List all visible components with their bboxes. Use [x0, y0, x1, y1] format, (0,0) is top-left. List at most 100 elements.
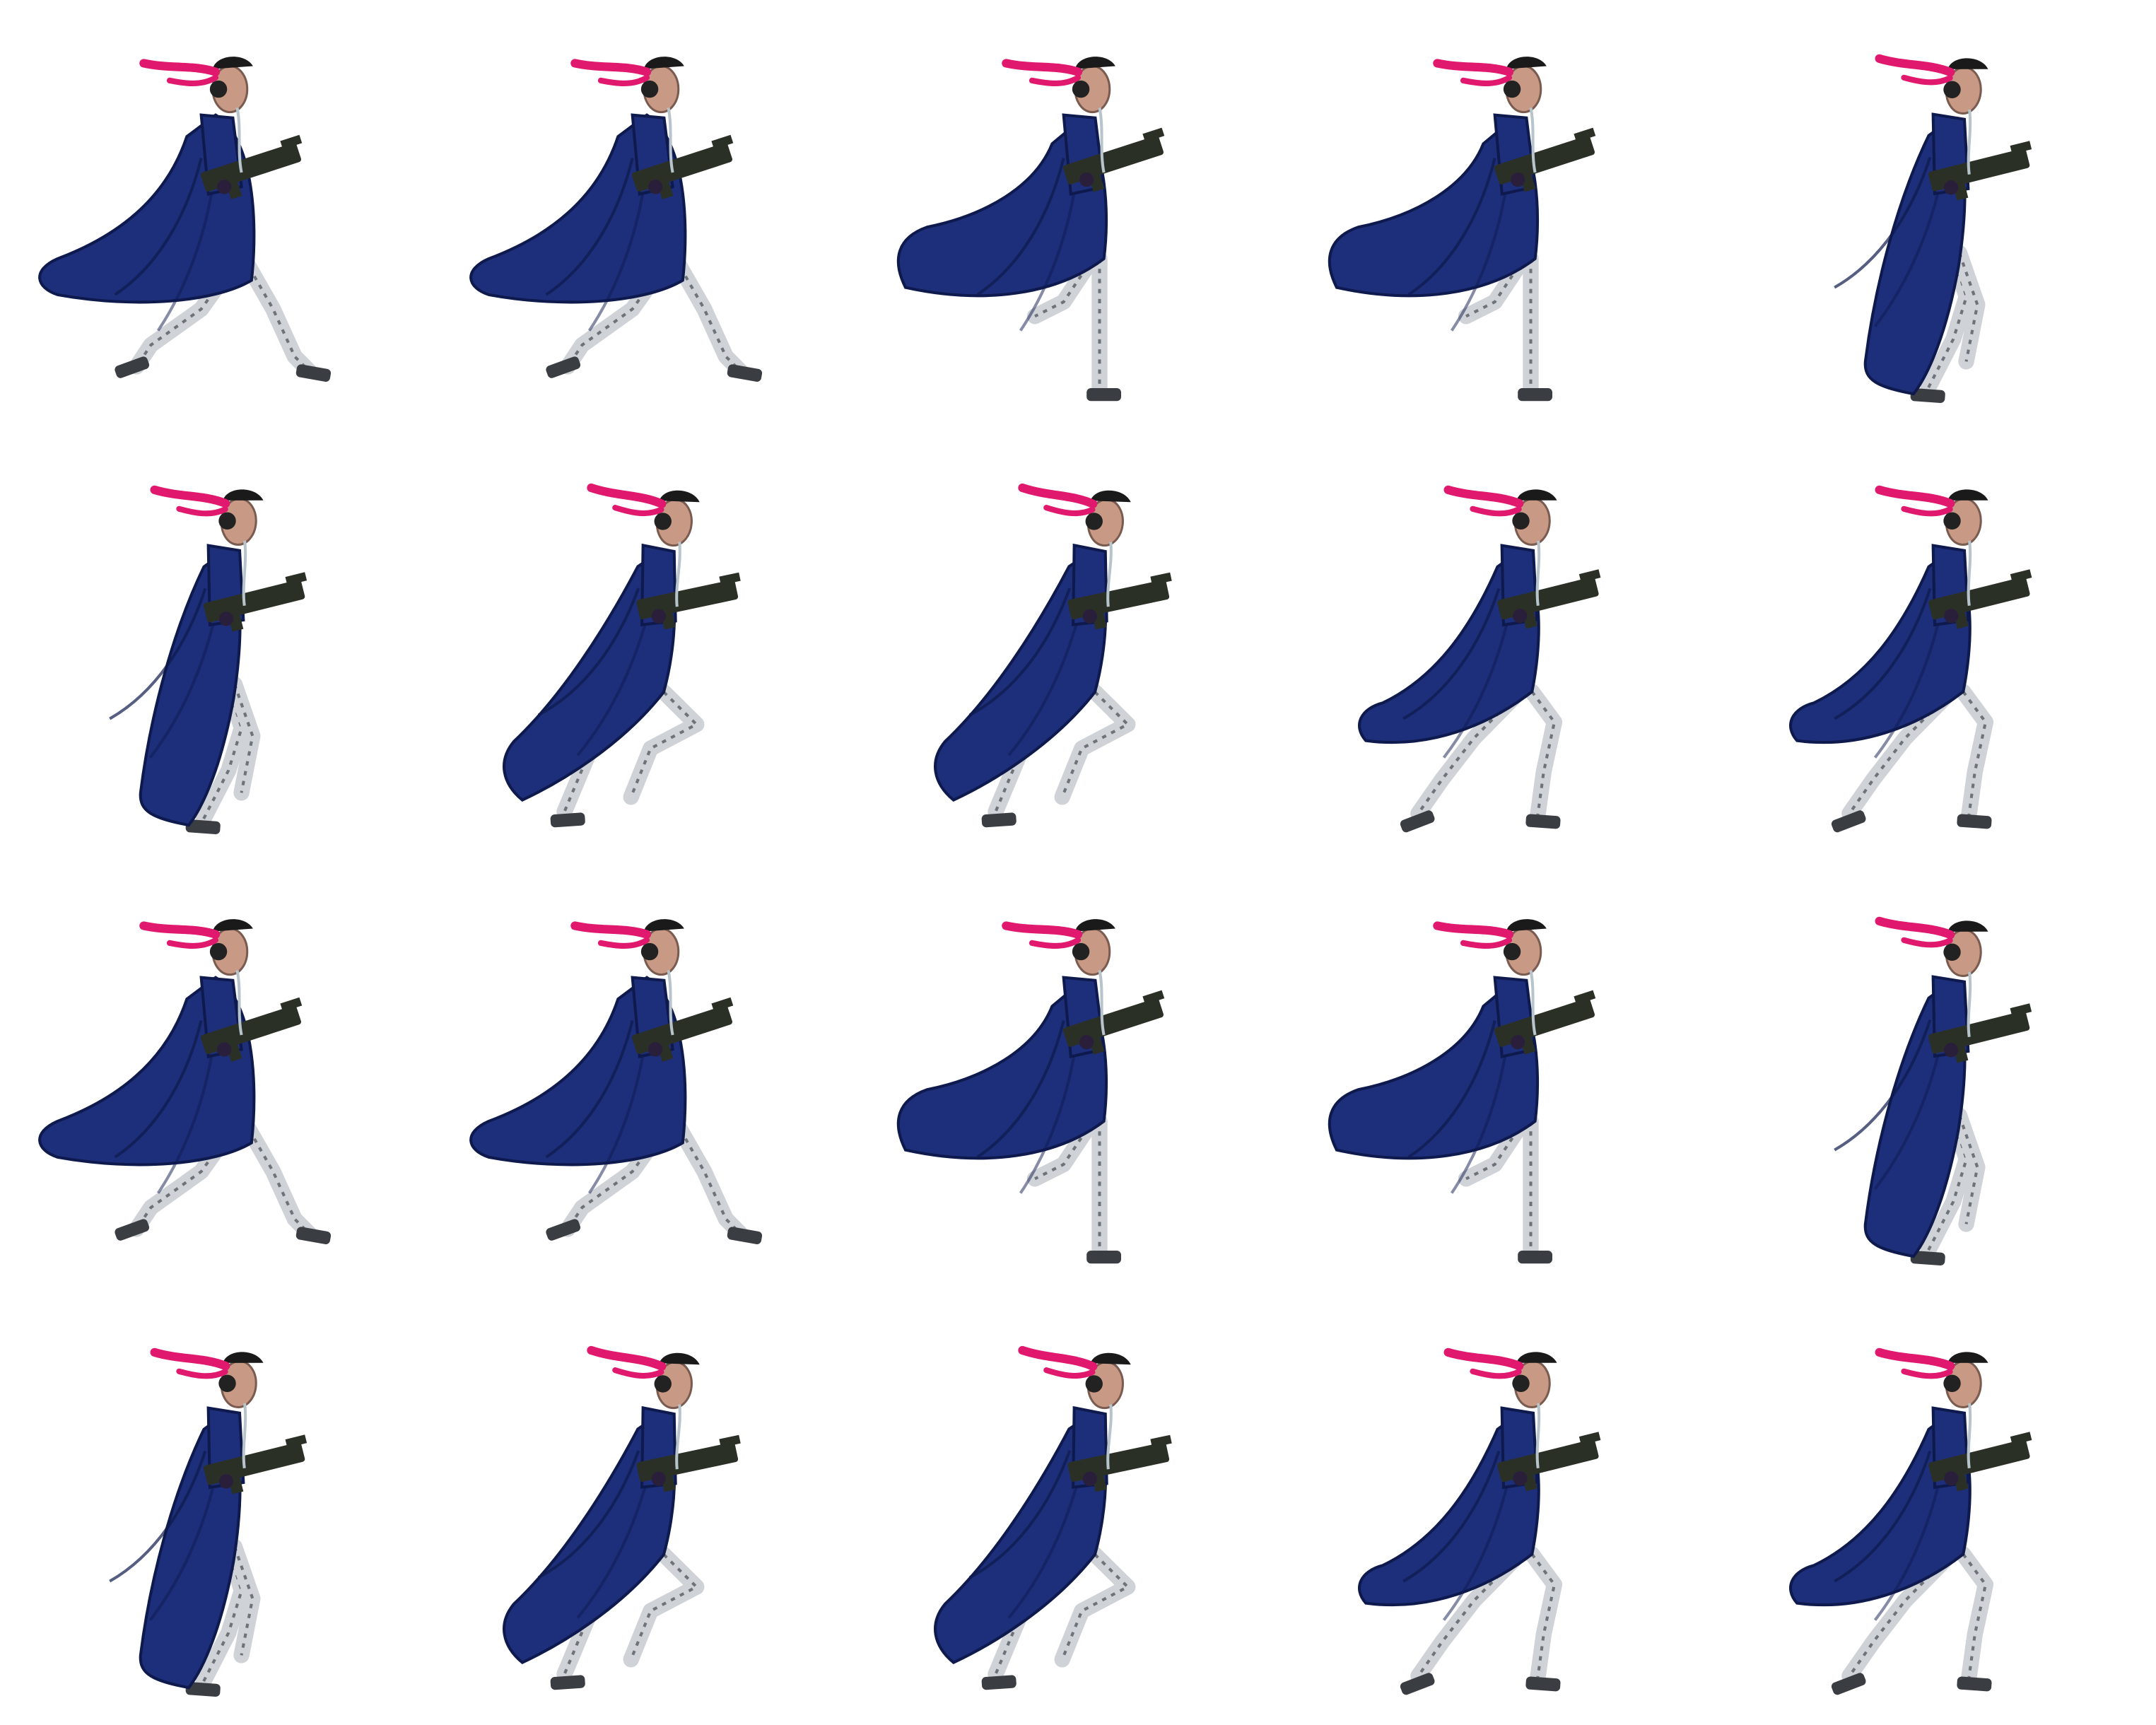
breathing-tube: [1098, 970, 1106, 1036]
sprite-frame: [1294, 1294, 1725, 1725]
sprite-frame: [862, 431, 1294, 862]
coat-fold: [109, 1450, 207, 1583]
coat-fold: [976, 158, 1065, 296]
sprite-frame: [862, 862, 1294, 1294]
rifle-body: [1497, 576, 1599, 620]
runner-figure: [896, 919, 1165, 1264]
runner-figure: [38, 919, 332, 1244]
pink-braid-strand: [1043, 505, 1096, 517]
glove: [1511, 172, 1525, 187]
headphone: [654, 513, 672, 530]
coat-fold: [1834, 1019, 1932, 1152]
sprite-frame: [0, 431, 431, 862]
pink-braid-strand: [612, 1367, 664, 1379]
pink-braid: [587, 1345, 667, 1371]
coat-fold: [968, 587, 1072, 717]
headphone: [1943, 1374, 1961, 1392]
sprite-frame: [1725, 431, 2156, 862]
rifle-sight: [719, 1434, 741, 1448]
beret: [223, 489, 264, 501]
rifle-body: [1062, 998, 1164, 1047]
breathing-tube: [1529, 970, 1537, 1036]
headphone: [640, 80, 659, 98]
glove: [1513, 1471, 1528, 1486]
boot-front: [1525, 1676, 1561, 1692]
robot-leg-back-joints: [1465, 1120, 1525, 1181]
coat-fold: [1402, 587, 1501, 720]
runner-sprite: [1358, 1347, 1601, 1695]
robot-leg-front-joints: [1530, 691, 1557, 815]
pink-braid: [1443, 485, 1524, 508]
rifle: [631, 134, 734, 199]
coat-fold: [537, 587, 640, 717]
glove: [648, 180, 663, 194]
runner-sprite: [1328, 57, 1596, 402]
boot-back: [1831, 810, 1866, 833]
robot-leg-front-joints: [233, 684, 254, 793]
pink-braid-strand: [176, 505, 228, 517]
rifle: [636, 1434, 741, 1492]
rifle-body: [1494, 135, 1595, 185]
pink-braid: [150, 485, 230, 508]
runner-sprite: [38, 919, 332, 1244]
rifle-body: [636, 580, 739, 620]
boot-back: [115, 1219, 150, 1241]
glove: [651, 609, 666, 624]
robot-leg-front-joints: [242, 257, 310, 373]
rifle-sight: [1578, 1432, 1601, 1445]
rifle-sight: [1574, 127, 1596, 142]
beret: [212, 57, 253, 69]
boot-front: [727, 364, 763, 382]
rifle-body: [631, 143, 732, 192]
runner-sprite: [934, 483, 1172, 828]
headphone: [654, 1375, 672, 1393]
rifle-sight: [1574, 990, 1596, 1005]
headphone: [1503, 80, 1521, 98]
boot-front: [1957, 814, 1992, 829]
breathing-tube: [235, 970, 243, 1036]
breathing-tube: [242, 1403, 247, 1468]
runner-sprite: [1789, 1347, 2032, 1695]
robot-leg-front-joints: [1962, 691, 1988, 815]
coat-fold: [114, 1020, 203, 1159]
glove: [1079, 172, 1094, 187]
coat-fold: [545, 1020, 634, 1159]
boot-front: [295, 364, 332, 382]
beret: [223, 1352, 264, 1363]
runner-figure: [1789, 485, 2032, 833]
runner-sprite: [934, 1345, 1172, 1690]
beret: [1947, 58, 1988, 69]
coat-fold: [1407, 158, 1496, 296]
boot-back: [1910, 388, 1945, 403]
headphone: [218, 1374, 236, 1392]
pink-braid-strand: [612, 505, 664, 517]
boot-back: [550, 812, 585, 828]
beret: [1516, 489, 1557, 501]
pink-braid-strand: [1901, 1368, 1953, 1379]
pink-braid: [1875, 485, 1955, 508]
runner-figure: [1328, 919, 1596, 1264]
coat-fold: [1834, 1450, 1932, 1583]
blue-coat: [503, 551, 676, 802]
beret: [1506, 57, 1547, 69]
runner-figure: [934, 1345, 1172, 1690]
rifle-body: [203, 579, 305, 623]
boot-back: [1831, 1673, 1866, 1695]
pink-braid: [587, 483, 667, 508]
runner-sprite: [469, 57, 763, 382]
robot-leg-back-joints: [1465, 257, 1525, 318]
headphone: [1512, 512, 1530, 530]
runner-figure: [1358, 485, 1601, 833]
robot-leg-front-joints: [1530, 1553, 1557, 1678]
pink-braid-strand: [166, 74, 219, 86]
robot-leg-front-joints: [1962, 1553, 1988, 1678]
rifle: [200, 134, 303, 199]
runner-sprite: [38, 57, 332, 382]
blue-coat: [1328, 983, 1540, 1160]
glove: [1082, 1471, 1097, 1486]
coat-fold: [537, 1450, 640, 1579]
beret: [1074, 919, 1115, 932]
runner-sprite: [1328, 919, 1596, 1264]
robot-leg-front-joints: [1957, 1115, 1979, 1224]
robot-leg-front-joints: [629, 691, 699, 798]
